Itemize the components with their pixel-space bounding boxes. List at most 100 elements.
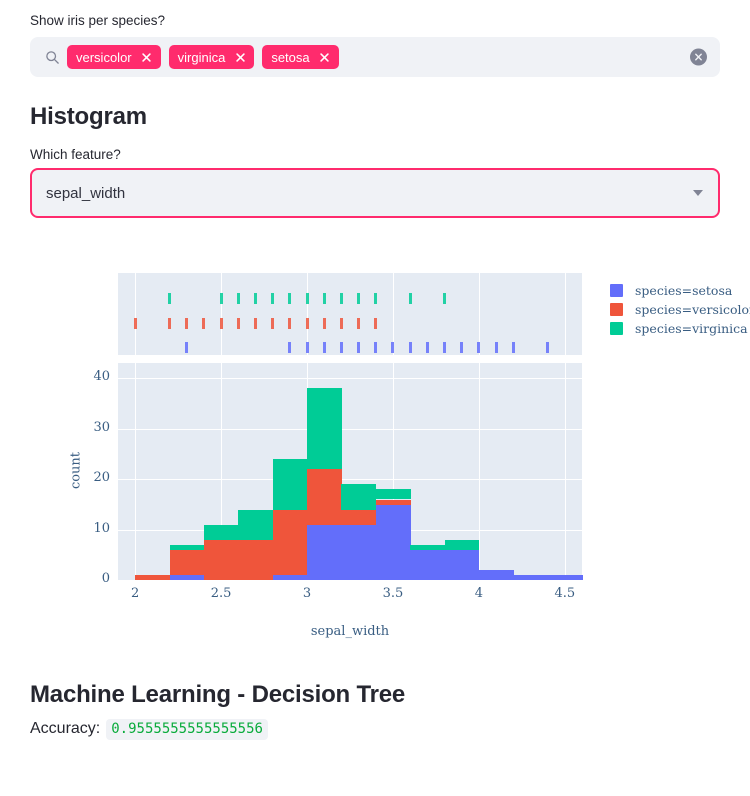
histogram-heading: Histogram bbox=[30, 103, 147, 131]
x-axis-tick-label: 2 bbox=[131, 586, 140, 602]
gridline-vertical bbox=[392, 273, 394, 356]
histogram-bar bbox=[307, 524, 342, 581]
histogram-bar bbox=[375, 504, 411, 581]
species-multiselect[interactable]: versicolor virginica setosa bbox=[30, 37, 720, 78]
rug-tick bbox=[288, 342, 292, 354]
rug-tick bbox=[408, 293, 412, 305]
rug-tick bbox=[443, 293, 447, 305]
legend-item[interactable]: species=setosa bbox=[610, 281, 750, 300]
rug-tick bbox=[460, 342, 464, 354]
multiselect-tags: versicolor virginica setosa bbox=[67, 45, 711, 70]
y-axis-tick-label: 40 bbox=[93, 369, 110, 385]
histogram-bar bbox=[375, 489, 411, 500]
legend-label: species=setosa bbox=[635, 283, 733, 299]
tag-setosa[interactable]: setosa bbox=[262, 45, 339, 70]
tag-virginica[interactable]: virginica bbox=[168, 45, 255, 70]
rug-tick bbox=[322, 293, 326, 305]
rug-tick bbox=[288, 293, 292, 305]
rug-tick bbox=[236, 293, 240, 305]
rug-tick bbox=[305, 318, 309, 330]
gridline-vertical bbox=[307, 273, 309, 356]
rug-tick bbox=[443, 342, 447, 354]
rug-tick bbox=[185, 318, 189, 330]
histogram-bar bbox=[203, 539, 239, 581]
rug-tick bbox=[168, 318, 172, 330]
histogram-bar bbox=[272, 575, 308, 581]
histogram-bar bbox=[169, 575, 205, 581]
rug-tick bbox=[133, 318, 137, 330]
gridline-vertical bbox=[392, 363, 394, 581]
gridline-vertical bbox=[564, 273, 566, 356]
accuracy-row: Accuracy: 0.9555555555555556 bbox=[30, 715, 720, 741]
close-icon[interactable] bbox=[137, 47, 157, 67]
x-axis-tick-label: 2.5 bbox=[210, 586, 232, 602]
y-axis-tick-label: 30 bbox=[93, 419, 110, 435]
legend-swatch bbox=[610, 284, 623, 298]
histogram-bar bbox=[341, 509, 377, 525]
clear-circle-icon[interactable] bbox=[690, 48, 707, 66]
y-axis-tick-label: 10 bbox=[93, 520, 110, 536]
x-axis-title: sepal_width bbox=[310, 624, 390, 640]
close-icon[interactable] bbox=[315, 47, 335, 67]
search-icon bbox=[37, 44, 67, 70]
histogram-bar bbox=[238, 539, 274, 581]
accuracy-label: Accuracy: bbox=[30, 720, 101, 738]
histogram-bar bbox=[375, 499, 411, 505]
rug-tick bbox=[511, 342, 515, 354]
chart-legend: species=setosa species=versicolor species=… bbox=[610, 281, 750, 338]
rug-tick bbox=[494, 342, 498, 354]
y-axis-title: count bbox=[68, 451, 84, 489]
accuracy-value: 0.9555555555555556 bbox=[106, 719, 268, 741]
rug-tick bbox=[253, 318, 257, 330]
rug-tick bbox=[305, 293, 309, 305]
histogram-bar bbox=[341, 524, 377, 581]
histogram-bar bbox=[444, 539, 480, 550]
histogram-chart: 0 10 20 30 40 2 2.5 3 3.5 4 4.5 count sepal_width spe… bbox=[30, 273, 750, 663]
rug-tick bbox=[357, 293, 361, 305]
histogram-bar bbox=[238, 509, 274, 540]
gridline-vertical bbox=[221, 273, 223, 356]
rug-tick bbox=[374, 293, 378, 305]
tag-versicolor[interactable]: versicolor bbox=[67, 45, 161, 70]
rug-tick bbox=[168, 293, 172, 305]
close-icon[interactable] bbox=[230, 47, 250, 67]
feature-select[interactable]: sepal_width bbox=[30, 168, 720, 219]
gridline-vertical bbox=[478, 273, 480, 356]
gridline-horizontal bbox=[118, 428, 582, 430]
legend-label: species=versicolor bbox=[635, 302, 750, 318]
chevron-down-icon[interactable] bbox=[693, 190, 703, 197]
histogram-bar bbox=[444, 549, 480, 581]
rug-tick bbox=[219, 293, 223, 305]
x-axis-tick-label: 3 bbox=[302, 586, 312, 602]
rug-tick bbox=[322, 342, 326, 354]
multiselect-label: Show iris per species? bbox=[30, 13, 166, 28]
rug-tick bbox=[477, 342, 481, 354]
rug-panel bbox=[118, 273, 582, 356]
rug-tick bbox=[391, 342, 395, 354]
histogram-bar bbox=[169, 549, 205, 576]
rug-tick bbox=[202, 318, 206, 330]
rug-tick bbox=[305, 342, 309, 354]
rug-tick bbox=[374, 342, 378, 354]
histogram-bar bbox=[410, 549, 446, 581]
rug-tick bbox=[357, 318, 361, 330]
legend-item[interactable]: species=versicolor bbox=[610, 300, 750, 319]
rug-tick bbox=[253, 293, 257, 305]
histogram-bar bbox=[307, 388, 342, 470]
gridline-vertical bbox=[135, 363, 137, 581]
rug-tick bbox=[271, 293, 275, 305]
plot-canvas: 0 10 20 30 40 2 2.5 3 3.5 4 4.5 count sepal_width spe… bbox=[30, 273, 750, 663]
tag-label: setosa bbox=[271, 49, 310, 65]
histogram-bar bbox=[513, 575, 583, 581]
legend-label: species=virginica bbox=[635, 321, 748, 337]
y-axis-tick-label: 0 bbox=[101, 571, 110, 587]
gridline-vertical bbox=[135, 273, 137, 356]
histogram-bar bbox=[169, 544, 205, 550]
legend-item[interactable]: species=virginica bbox=[610, 319, 750, 338]
rug-tick bbox=[339, 293, 343, 305]
rug-tick bbox=[288, 318, 292, 330]
gridline-horizontal bbox=[118, 479, 582, 481]
x-axis-tick-label: 4.5 bbox=[554, 586, 576, 602]
legend-swatch bbox=[610, 303, 623, 317]
rug-tick bbox=[339, 318, 343, 330]
